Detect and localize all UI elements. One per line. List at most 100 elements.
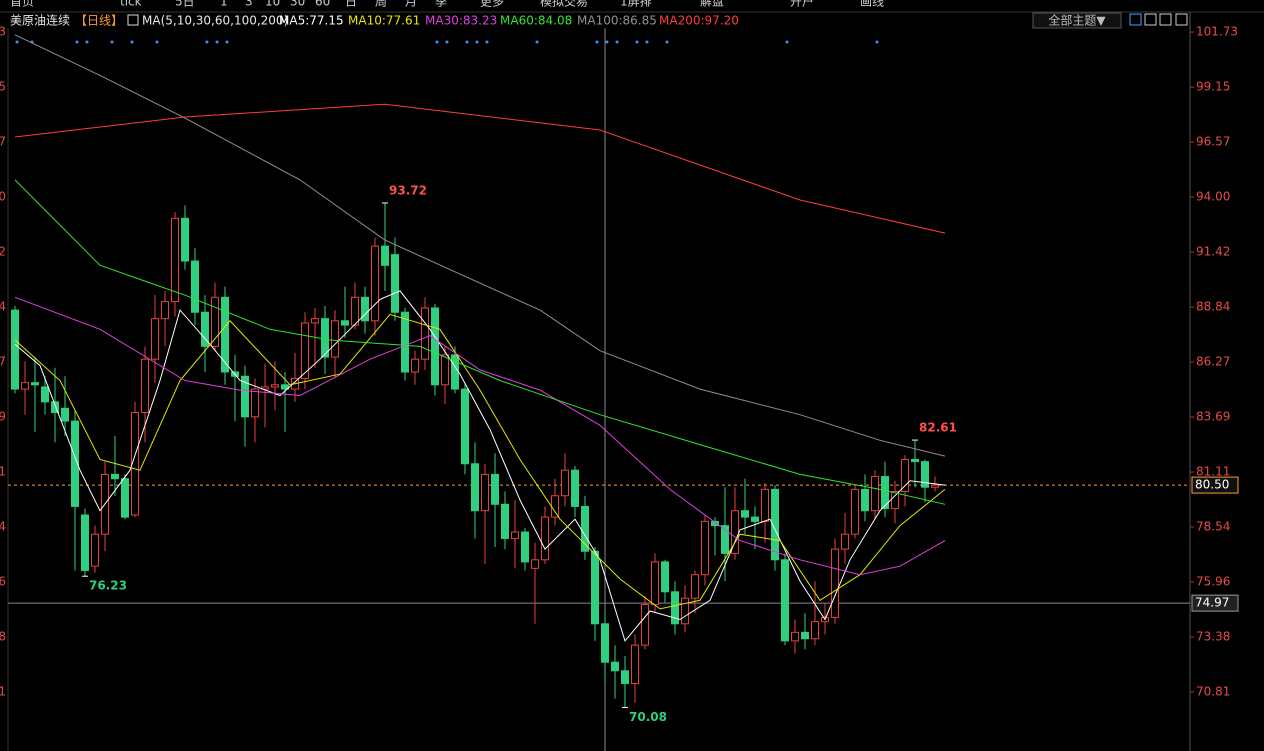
candle-body [611, 661, 619, 672]
last-price-box [1191, 476, 1239, 494]
candle-body [441, 354, 449, 386]
ma-line [14, 313, 946, 610]
toolbar-item[interactable]: 画线 [860, 0, 884, 9]
candle-body [21, 382, 29, 390]
candle-body [381, 245, 389, 266]
legend-entry: MA10:77.61 [348, 14, 420, 28]
candle-body [691, 574, 699, 599]
annotation: 82.61 [919, 421, 957, 435]
y-tick-label-left: 99.15 [0, 80, 6, 94]
candle-body [271, 384, 279, 388]
candle-body [371, 245, 379, 322]
candle-body [51, 401, 59, 414]
toolbar-item[interactable]: 日 [345, 0, 357, 9]
toolbar-item[interactable]: 开户 [790, 0, 814, 9]
candle-body [161, 301, 169, 320]
candle-body [421, 307, 429, 360]
crosshair-label: 74.97 [1195, 596, 1229, 610]
toolbar-item[interactable]: 10 [265, 0, 280, 9]
event-dot [635, 40, 639, 44]
toolbar-item[interactable]: 周 [375, 0, 387, 9]
candle-body [531, 559, 539, 569]
annotation: 93.72 [389, 183, 427, 197]
event-dot [645, 40, 649, 44]
candle-body [461, 388, 469, 465]
candle-body [801, 631, 809, 640]
y-tick-label-left: 101.73 [0, 25, 6, 39]
y-tick-label-left: 73.38 [0, 630, 6, 644]
toolbar-item[interactable]: 月 [405, 0, 417, 9]
toolbar-item[interactable]: 季 [435, 0, 447, 9]
candle-body [721, 525, 729, 554]
candle-body [741, 510, 749, 518]
button[interactable] [1129, 13, 1142, 26]
y-tick-label: 70.81 [1196, 684, 1230, 698]
button[interactable] [1144, 13, 1157, 26]
candle-body [601, 623, 609, 663]
y-tick-label: 73.38 [1196, 630, 1230, 644]
candle-body [311, 318, 319, 324]
toolbar-item[interactable]: 5日 [175, 0, 195, 9]
event-dot [205, 40, 209, 44]
toolbar-item[interactable]: 首页 [10, 0, 34, 9]
theme-select-box[interactable] [1032, 12, 1122, 29]
event-dot [785, 40, 789, 44]
candle-body [201, 311, 209, 347]
y-tick-label-left: 83.69 [0, 410, 6, 424]
event-dot [15, 40, 19, 44]
ma-line [14, 179, 946, 505]
toolbar-item[interactable]: 3 [245, 0, 253, 9]
candle-body [191, 260, 199, 313]
toolbar-item[interactable]: 1屏排 [620, 0, 652, 9]
candle-body [321, 318, 329, 358]
y-tick-label-left: 86.27 [0, 354, 6, 368]
event-dot [75, 40, 79, 44]
toolbar-item[interactable]: tick [120, 0, 142, 9]
y-tick-label-left: 81.11 [0, 465, 6, 479]
candle-body [181, 217, 189, 262]
candle-body [551, 495, 559, 518]
toolbar-item[interactable]: 更多 [480, 0, 504, 9]
candle-body [861, 488, 869, 512]
y-tick-label: 88.84 [1196, 300, 1230, 314]
toolbar-item[interactable]: 模拟交易 [540, 0, 588, 9]
y-tick-label-left: 78.54 [0, 519, 6, 533]
candle-body [491, 473, 499, 505]
button[interactable] [1175, 13, 1188, 26]
candle-body [811, 621, 819, 640]
candle-body [671, 591, 679, 625]
candle-body [351, 296, 359, 326]
event-dot [130, 40, 134, 44]
ma-line [14, 296, 946, 576]
candle-body [431, 307, 439, 386]
theme-select[interactable]: 全部主题▼ [1048, 13, 1106, 28]
candle-body [591, 550, 599, 625]
candle-body [931, 484, 939, 488]
toolbar-item[interactable]: 1 [220, 0, 228, 9]
y-tick-label-left: 94.00 [0, 190, 6, 204]
toolbar-item[interactable]: 60 [315, 0, 330, 9]
button[interactable] [1159, 13, 1172, 26]
candle-body [571, 469, 579, 507]
candle-body [391, 254, 399, 313]
event-dot [875, 40, 879, 44]
candle-body [331, 320, 339, 358]
candle-body [881, 476, 889, 510]
last-price-label: 80.50 [1195, 478, 1229, 492]
candle-body [121, 478, 129, 518]
candle-body [91, 533, 99, 567]
candle-body [711, 520, 719, 527]
ma-icon[interactable] [127, 14, 139, 26]
event-dot [85, 40, 89, 44]
toolbar-item[interactable]: 30 [290, 0, 305, 9]
y-tick-label-left: 88.84 [0, 300, 6, 314]
toolbar-item[interactable]: 解盘 [700, 0, 724, 9]
candle-body [501, 503, 509, 539]
legend-entry: MA100:86.85 [577, 14, 657, 28]
event-dot [595, 40, 599, 44]
candle-body [791, 631, 799, 642]
event-dot [605, 40, 609, 44]
y-tick-label: 86.27 [1196, 354, 1230, 368]
event-dot [475, 40, 479, 44]
